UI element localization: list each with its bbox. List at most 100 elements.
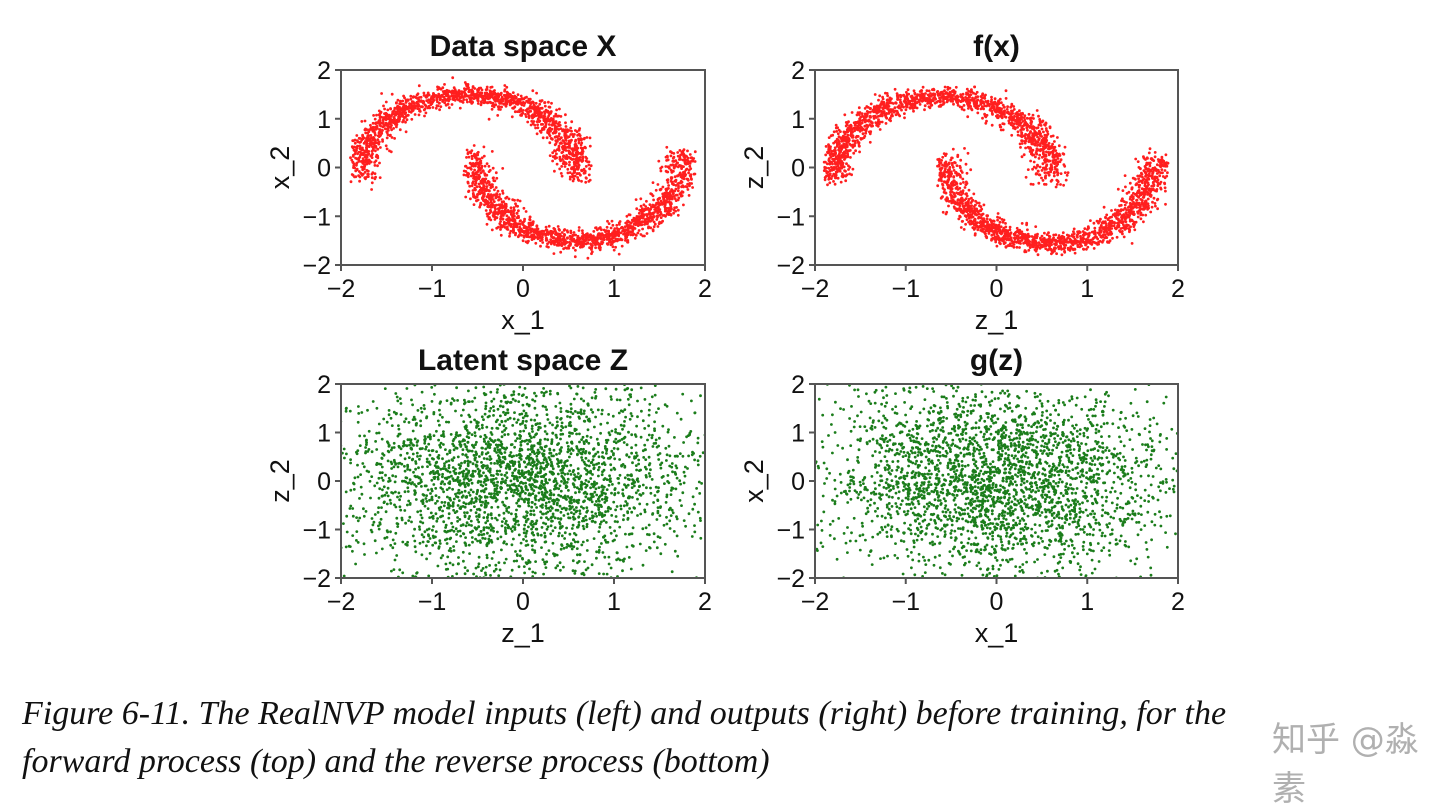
point [629, 230, 632, 233]
point [999, 126, 1002, 129]
point [1045, 127, 1048, 130]
point [984, 116, 987, 119]
point [1041, 169, 1044, 172]
point [1005, 116, 1008, 119]
point [543, 128, 546, 131]
point [1102, 239, 1105, 242]
point [1002, 104, 1005, 107]
point [1035, 153, 1038, 156]
point [528, 110, 531, 113]
point [611, 242, 614, 245]
point [686, 183, 689, 186]
point [630, 233, 633, 236]
point [1049, 125, 1052, 128]
point [653, 208, 656, 211]
point [549, 134, 552, 137]
point [517, 216, 520, 219]
point [661, 166, 664, 169]
point [439, 98, 442, 101]
point [532, 220, 535, 223]
point [511, 97, 514, 100]
point [1064, 171, 1067, 174]
point [841, 138, 844, 141]
point [889, 119, 892, 122]
point [634, 227, 637, 230]
point [471, 157, 474, 160]
point [526, 121, 529, 124]
point [842, 144, 845, 147]
point [371, 176, 374, 179]
point [661, 193, 664, 196]
point [355, 162, 358, 165]
point [552, 230, 555, 233]
point [475, 182, 478, 185]
point [980, 108, 983, 111]
point [1027, 146, 1030, 149]
point [474, 154, 477, 157]
point [1043, 141, 1046, 144]
point [1121, 230, 1124, 233]
point [966, 102, 969, 105]
point [588, 164, 591, 167]
point [681, 190, 684, 193]
point [510, 209, 513, 212]
point [548, 123, 551, 126]
point [575, 144, 578, 147]
point [472, 94, 475, 97]
point [870, 103, 873, 106]
point [657, 160, 660, 163]
point [477, 102, 480, 105]
point [828, 151, 831, 154]
point [490, 102, 493, 105]
point [1164, 203, 1167, 206]
point [924, 92, 927, 95]
point [1050, 166, 1053, 169]
point [1042, 145, 1045, 148]
point [830, 166, 833, 169]
point [495, 171, 498, 174]
point [686, 186, 689, 189]
point [586, 136, 589, 139]
point [524, 113, 527, 116]
point [354, 139, 357, 142]
point [976, 112, 979, 115]
point [580, 244, 583, 247]
point [515, 205, 518, 208]
point [688, 194, 691, 197]
point [589, 137, 592, 140]
point [361, 134, 364, 137]
point [402, 95, 405, 98]
points [349, 76, 697, 259]
point [443, 96, 446, 99]
point [861, 129, 864, 132]
point [928, 101, 931, 104]
point [1023, 114, 1026, 117]
point [681, 177, 684, 180]
point [532, 230, 535, 233]
point [404, 108, 407, 111]
point [495, 196, 498, 199]
point [554, 233, 557, 236]
point [381, 140, 384, 143]
point [386, 131, 389, 134]
point [553, 170, 556, 173]
point [491, 206, 494, 209]
point [834, 183, 837, 186]
point [407, 114, 410, 117]
point [536, 120, 539, 123]
point [665, 156, 668, 159]
point [471, 182, 474, 185]
point [590, 248, 593, 251]
point [849, 124, 852, 127]
point [613, 249, 616, 252]
point [1025, 127, 1028, 130]
point [919, 103, 922, 106]
point [519, 229, 522, 232]
point [467, 175, 470, 178]
point [996, 114, 999, 117]
point [616, 227, 619, 230]
point [903, 116, 906, 119]
point [366, 135, 369, 138]
point [512, 102, 515, 105]
point [660, 170, 663, 173]
